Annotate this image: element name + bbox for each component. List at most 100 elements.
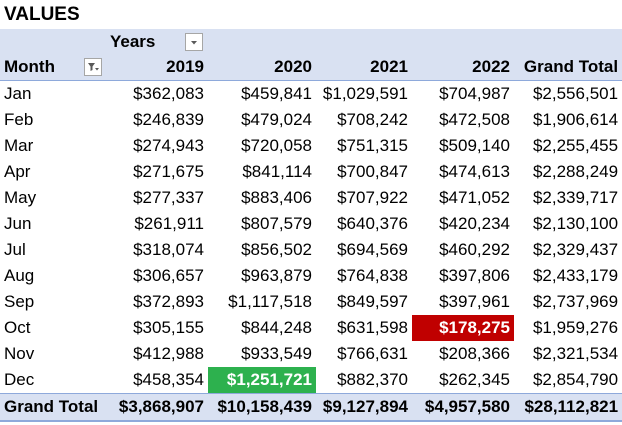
- row-total-cell[interactable]: $2,321,534: [532, 344, 619, 363]
- value-cell[interactable]: $306,657: [133, 266, 204, 285]
- month-label[interactable]: Aug: [4, 266, 35, 285]
- table-row: Dec $458,354 $1,251,721 $882,370 $262,345 $2,…: [0, 367, 622, 394]
- value-cell[interactable]: $178,275: [412, 315, 514, 341]
- value-cell[interactable]: $694,569: [337, 240, 408, 259]
- value-cell[interactable]: $764,838: [337, 266, 408, 285]
- grand-total-cell[interactable]: $4,957,580: [412, 393, 514, 422]
- grand-total-cell[interactable]: $10,158,439: [208, 393, 316, 422]
- grand-total-cell[interactable]: $3,868,907: [106, 393, 208, 422]
- value-cell[interactable]: $631,598: [337, 318, 408, 337]
- table-row: Sep $372,893 $1,117,518 $849,597 $397,961 $2,…: [0, 289, 622, 315]
- table-row: Jan $362,083 $459,841 $1,029,591 $704,987 $2,…: [0, 81, 622, 108]
- table-row: Oct $305,155 $844,248 $631,598 $178,275 $1,95…: [0, 315, 622, 341]
- value-cell[interactable]: $963,879: [241, 266, 312, 285]
- year-header-2022: 2022: [412, 54, 514, 81]
- corner-cell: [0, 29, 106, 54]
- value-cell[interactable]: $262,345: [439, 370, 510, 389]
- value-cell[interactable]: $509,140: [439, 136, 510, 155]
- month-header-label: Month: [4, 57, 55, 76]
- row-total-cell[interactable]: $2,329,437: [532, 240, 619, 259]
- value-cell[interactable]: $479,024: [241, 110, 312, 129]
- month-label[interactable]: Feb: [4, 110, 34, 129]
- row-total-cell[interactable]: $2,854,790: [532, 370, 619, 389]
- row-total-cell[interactable]: $2,255,455: [532, 136, 619, 155]
- month-header-cell: Month: [0, 54, 106, 81]
- value-cell[interactable]: $474,613: [439, 162, 510, 181]
- value-cell[interactable]: $397,806: [439, 266, 510, 285]
- grand-total-cell[interactable]: $9,127,894: [316, 393, 412, 422]
- value-cell[interactable]: $882,370: [337, 370, 408, 389]
- value-cell[interactable]: $459,841: [241, 84, 312, 103]
- value-cell[interactable]: $471,052: [439, 188, 510, 207]
- value-cell[interactable]: $261,911: [134, 214, 204, 233]
- table-row: Apr $271,675 $841,114 $700,847 $474,613 $2,28…: [0, 159, 622, 185]
- table-row: Mar $274,943 $720,058 $751,315 $509,140 $2,25…: [0, 133, 622, 159]
- value-cell[interactable]: $841,114: [242, 162, 312, 181]
- row-total-cell[interactable]: $2,433,179: [532, 266, 619, 285]
- value-cell[interactable]: $849,597: [337, 292, 408, 311]
- value-cell[interactable]: $700,847: [337, 162, 408, 181]
- value-cell[interactable]: $362,083: [133, 84, 204, 103]
- value-cell[interactable]: $844,248: [241, 318, 312, 337]
- value-cell[interactable]: $1,251,721: [208, 367, 316, 394]
- month-label[interactable]: May: [4, 188, 37, 207]
- month-label[interactable]: Jan: [4, 84, 32, 103]
- overall-total-cell[interactable]: $28,112,821: [514, 393, 622, 422]
- value-cell[interactable]: $856,502: [241, 240, 312, 259]
- header-row: Month 2019 2020 2021 2022 Grand Total: [0, 54, 622, 81]
- value-cell[interactable]: $751,315: [337, 136, 408, 155]
- value-cell[interactable]: $720,058: [241, 136, 312, 155]
- value-cell[interactable]: $707,922: [337, 188, 408, 207]
- years-filter-button[interactable]: [185, 32, 204, 51]
- row-total-cell[interactable]: $2,130,100: [532, 214, 619, 233]
- dropdown-arrow-icon: [191, 40, 198, 44]
- value-cell[interactable]: $807,579: [241, 214, 312, 233]
- month-label[interactable]: Oct: [4, 318, 31, 337]
- value-cell[interactable]: $704,987: [439, 84, 510, 103]
- year-header-2020: 2020: [208, 54, 316, 81]
- value-cell[interactable]: $271,675: [133, 162, 204, 181]
- month-label[interactable]: Dec: [4, 370, 35, 389]
- value-cell[interactable]: $640,376: [337, 214, 408, 233]
- value-cell[interactable]: $372,893: [133, 292, 204, 311]
- value-cell[interactable]: $277,337: [133, 188, 204, 207]
- value-cell[interactable]: $458,354: [133, 370, 204, 389]
- month-label[interactable]: Nov: [4, 344, 35, 363]
- value-cell[interactable]: $397,961: [439, 292, 510, 311]
- row-total-cell[interactable]: $2,737,969: [532, 292, 619, 311]
- row-total-cell[interactable]: $1,959,276: [532, 318, 619, 337]
- column-labels-row: Years: [0, 29, 622, 54]
- table-row: Nov $412,988 $933,549 $766,631 $208,366 $2,32…: [0, 341, 622, 367]
- value-cell[interactable]: $305,155: [133, 318, 204, 337]
- table-row: Aug $306,657 $963,879 $764,838 $397,806 $2,43…: [0, 263, 622, 289]
- value-cell[interactable]: $933,549: [241, 344, 312, 363]
- value-cell[interactable]: $460,292: [439, 240, 510, 259]
- value-cell[interactable]: $318,074: [133, 240, 204, 259]
- month-label[interactable]: Sep: [4, 292, 35, 311]
- value-cell[interactable]: $1,117,518: [228, 292, 312, 311]
- month-label[interactable]: Apr: [4, 162, 31, 181]
- value-cell[interactable]: $412,988: [133, 344, 204, 363]
- row-total-cell[interactable]: $2,556,501: [532, 84, 619, 103]
- month-label[interactable]: Mar: [4, 136, 34, 155]
- row-total-cell[interactable]: $2,339,717: [532, 188, 619, 207]
- month-label[interactable]: Jun: [4, 214, 32, 233]
- month-filter-button[interactable]: [84, 58, 102, 76]
- year-header-2019: 2019: [106, 54, 208, 81]
- month-label[interactable]: Jul: [4, 240, 26, 259]
- row-total-cell[interactable]: $2,288,249: [532, 162, 619, 181]
- grand-total-header: Grand Total: [514, 54, 622, 81]
- grand-total-label[interactable]: Grand Total: [0, 393, 106, 422]
- value-cell[interactable]: $472,508: [439, 110, 510, 129]
- value-cell[interactable]: $1,029,591: [322, 84, 408, 103]
- value-cell[interactable]: $883,406: [241, 188, 312, 207]
- value-cell[interactable]: $274,943: [133, 136, 204, 155]
- value-cell[interactable]: $766,631: [337, 344, 408, 363]
- years-label: Years: [110, 32, 156, 51]
- row-total-cell[interactable]: $1,906,614: [532, 110, 619, 129]
- value-cell[interactable]: $246,839: [133, 110, 204, 129]
- value-cell[interactable]: $708,242: [337, 110, 408, 129]
- value-cell[interactable]: $208,366: [439, 344, 510, 363]
- value-cell[interactable]: $420,234: [439, 214, 510, 233]
- years-header-cell: Years: [106, 29, 622, 54]
